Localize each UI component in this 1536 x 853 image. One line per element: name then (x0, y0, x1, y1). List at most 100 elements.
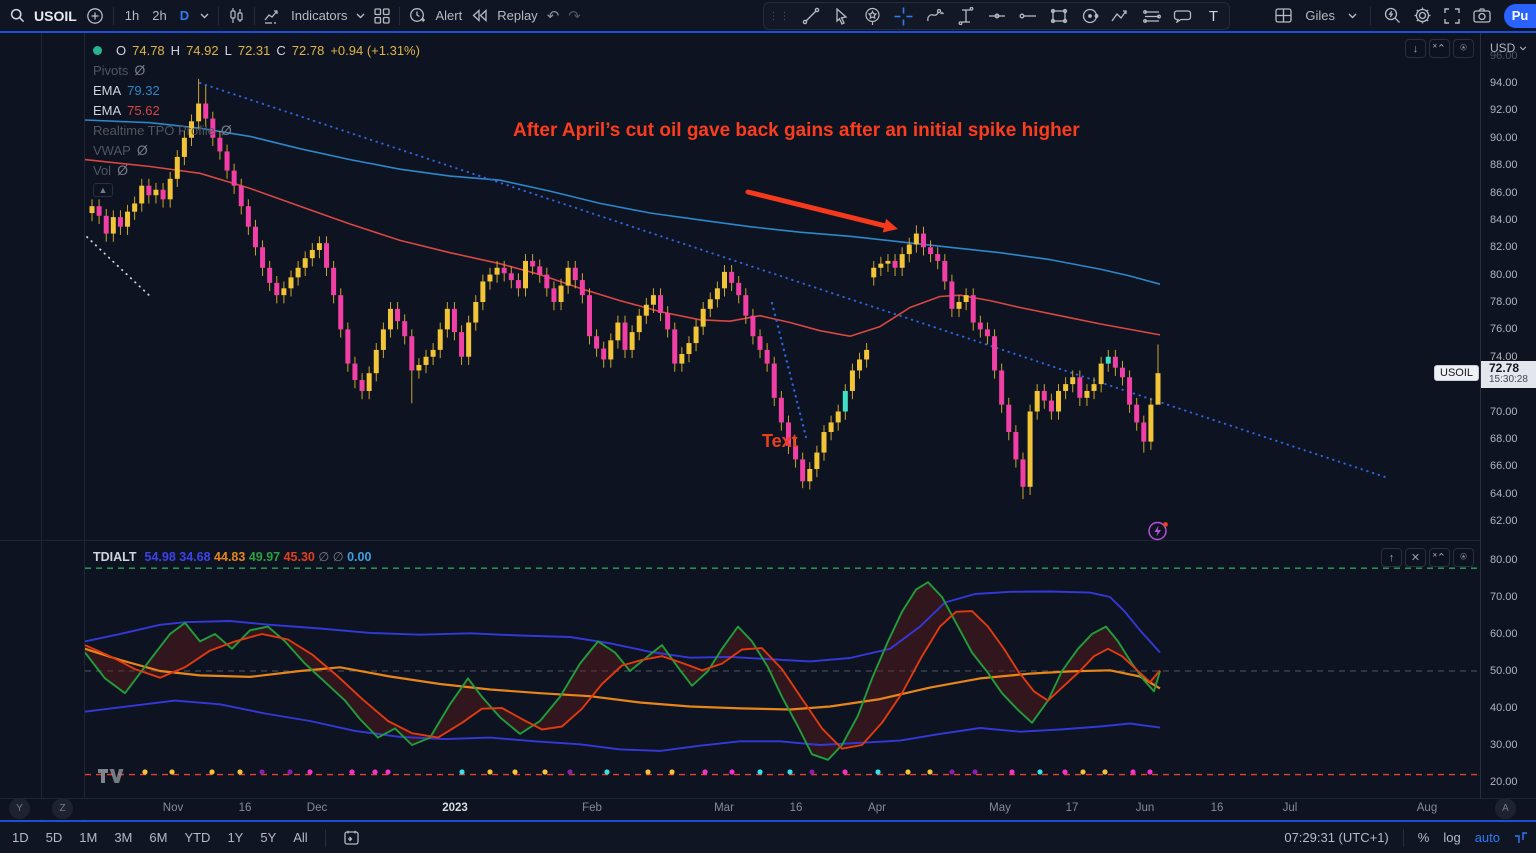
z-axis-button[interactable]: Z (52, 798, 73, 819)
symbol-name[interactable]: USOIL (34, 7, 77, 24)
legend-collapse-button[interactable]: ▲ (93, 183, 113, 197)
indicators-chevron-icon[interactable] (356, 13, 365, 19)
price-tick: 74.00 (1490, 350, 1518, 363)
eye-off-icon[interactable]: Ø (220, 122, 232, 138)
range-5d-button[interactable]: 5D (45, 830, 63, 845)
range-6m-button[interactable]: 6M (149, 830, 168, 845)
indicator-row[interactable]: VWAP Ø (93, 140, 420, 160)
range-ytd-button[interactable]: YTD (184, 830, 211, 845)
parallel-channel-tool-icon[interactable] (1136, 3, 1167, 29)
trend-line-tool-icon[interactable] (795, 3, 826, 29)
technicals-bolt-icon[interactable] (1147, 520, 1169, 542)
range-1d-button[interactable]: 1D (12, 830, 29, 845)
indicator-row[interactable]: Realtime TPO Profile Ø (93, 120, 420, 140)
ohlc-row[interactable]: O 74.78 H 74.92 L 72.31 C 72.78 +0.94 (+1.31… (93, 40, 420, 60)
indicator-name: Vol (93, 162, 112, 178)
publish-button[interactable]: Pu (1504, 3, 1536, 28)
interval-d[interactable]: D (179, 8, 190, 23)
drag-handle-icon[interactable]: ⋮⋮ (768, 10, 791, 22)
tdi-signal-dot (927, 769, 933, 775)
tdi-maximize-button[interactable]: ⍟ (1453, 548, 1474, 567)
time-axis[interactable]: Y Z A Nov 16 Dec 2023 Feb Mar 16 Apr May 17 Jun 16 J… (0, 798, 1536, 819)
y-axis-button[interactable]: Y (9, 798, 30, 819)
price-range-tool-icon[interactable] (950, 3, 981, 29)
indicator-name: EMA (93, 82, 122, 98)
clock[interactable]: 07:29:31 (UTC+1) (1284, 830, 1389, 845)
brush-tool-icon[interactable] (919, 3, 950, 29)
undo-icon[interactable]: ↶ (546, 7, 560, 25)
currency-dropdown[interactable]: USD (1490, 41, 1527, 55)
tdi-legend[interactable]: TDIALT 54.98 34.68 44.83 49.97 45.30 ∅ ∅… (93, 549, 371, 565)
horizontal-ray-tool-icon[interactable] (1012, 3, 1043, 29)
pane-maximize-button[interactable]: ⍟ (1453, 39, 1474, 58)
tdi-signal-dot (875, 769, 881, 775)
tdi-value: 34.68 (179, 550, 215, 564)
time-label: 17 (1065, 802, 1079, 814)
interval-1h[interactable]: 1h (124, 8, 140, 23)
templates-grid-icon[interactable] (374, 7, 391, 24)
circle-tool-icon[interactable] (1074, 3, 1105, 29)
range-1y-button[interactable]: 1Y (227, 830, 244, 845)
indicator-row[interactable]: EMA 75.62 (93, 100, 420, 120)
interval-2h[interactable]: 2h (152, 8, 167, 23)
ohlc-o-label: O (116, 42, 127, 58)
horizontal-line-tool-icon[interactable] (981, 3, 1012, 29)
range-5y-button[interactable]: 5Y (260, 830, 277, 845)
tdi-close-button[interactable]: ✕ (1405, 548, 1426, 567)
pane-collapse-button[interactable]: ˟⌃ (1429, 39, 1450, 58)
range-3m-button[interactable]: 3M (114, 830, 133, 845)
pattern-tool-icon[interactable] (1105, 3, 1136, 29)
adjust-scale-icon[interactable] (1514, 831, 1528, 844)
eye-off-icon[interactable]: Ø (134, 62, 146, 78)
callout-tool-icon[interactable] (1167, 3, 1198, 29)
range-1m-button[interactable]: 1M (79, 830, 98, 845)
indicators-icon[interactable] (264, 8, 282, 24)
indicator-row[interactable]: EMA 79.32 (93, 80, 420, 100)
trendline-white (86, 236, 153, 299)
replay-label[interactable]: Replay (497, 8, 538, 23)
interval-chevron-icon[interactable] (200, 13, 209, 19)
indicators-label[interactable]: Indicators (291, 8, 348, 23)
eye-off-icon[interactable]: Ø (117, 162, 128, 178)
pane-move-down-button[interactable]: ↓ (1405, 39, 1426, 58)
layout-icon[interactable] (1275, 8, 1293, 23)
indicator-row[interactable]: Vol Ø (93, 160, 420, 180)
layout-name[interactable]: Giles (1305, 8, 1335, 23)
replay-icon[interactable] (471, 9, 488, 22)
layout-chevron-icon[interactable] (1348, 13, 1357, 19)
cursor-tool-icon[interactable] (826, 3, 857, 29)
alert-label[interactable]: Alert (435, 8, 463, 23)
fullscreen-icon[interactable] (1444, 7, 1460, 24)
candle-style-icon[interactable] (228, 7, 245, 24)
crosshair-tool-icon[interactable] (888, 3, 919, 29)
annotation-text-note[interactable]: Text (762, 431, 798, 451)
pane-divider[interactable] (0, 540, 1481, 541)
goto-date-icon[interactable] (343, 830, 360, 846)
range-all-button[interactable]: All (293, 830, 308, 845)
price-tick: 86.00 (1490, 186, 1518, 199)
search-icon[interactable] (10, 8, 25, 23)
eye-off-icon[interactable]: Ø (136, 142, 148, 158)
auto-scale-button[interactable]: auto (1474, 830, 1500, 845)
log-scale-button[interactable]: log (1443, 830, 1461, 845)
tdi-collapse-button[interactable]: ˟⌃ (1429, 548, 1450, 567)
text-tool-icon[interactable]: T (1208, 7, 1219, 25)
compare-add-icon[interactable] (86, 7, 104, 25)
a-axis-button[interactable]: A (1495, 798, 1516, 819)
tdi-signal-dot (729, 769, 735, 775)
screenshot-camera-icon[interactable] (1473, 8, 1491, 23)
tradingview-logo[interactable] (98, 768, 124, 789)
redo-icon[interactable]: ↷ (568, 7, 581, 25)
settings-gear-icon[interactable] (1414, 7, 1431, 24)
ohlc-c-value: 72.78 (291, 42, 325, 58)
quick-search-icon[interactable] (1384, 7, 1401, 24)
rectangle-tool-icon[interactable] (1043, 3, 1074, 29)
price-axis[interactable]: USD 96.00 94.00 92.00 90.00 88.00 86.00 84.00 8… (1480, 33, 1536, 798)
annotation-headline[interactable]: After April’s cut oil gave back gains af… (513, 120, 1080, 141)
indicator-row[interactable]: Pivots Ø (93, 60, 420, 80)
tdi-signal-dot (842, 769, 848, 775)
favorites-star-icon[interactable] (857, 3, 888, 29)
tdi-move-up-button[interactable]: ↑ (1381, 548, 1402, 567)
alert-icon[interactable] (409, 7, 426, 24)
percent-scale-button[interactable]: % (1417, 830, 1430, 845)
